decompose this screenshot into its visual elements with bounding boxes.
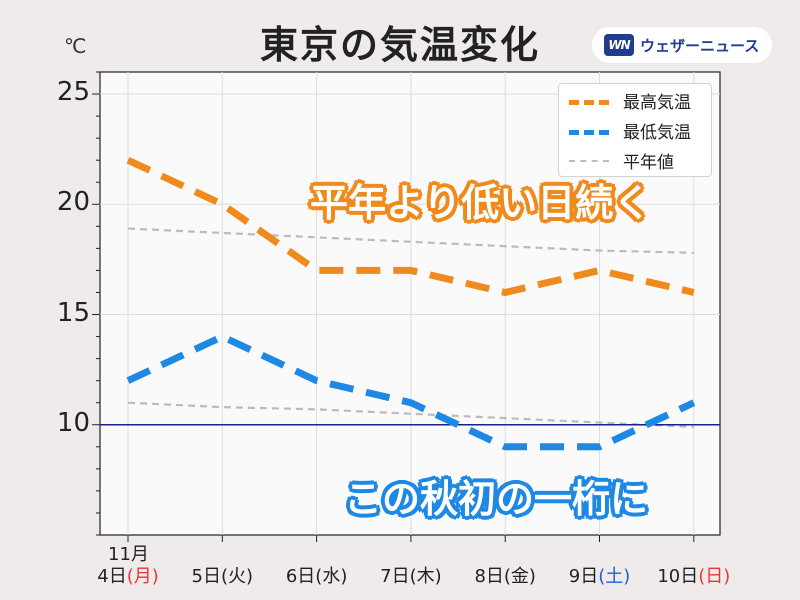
legend-label-high: 最高気温 [623, 92, 691, 113]
y-tick-label: 10 [56, 407, 90, 438]
x-tick-day: 10日 [657, 566, 699, 587]
x-tick-day: 5日 [191, 566, 221, 587]
y-tick-label: 15 [56, 297, 90, 328]
x-tick-day: 9日 [568, 566, 599, 587]
logo-text: ウェザーニュース [640, 36, 760, 55]
legend-swatch-high [569, 100, 609, 105]
x-month-label: 11月 [108, 544, 149, 565]
series-normal-high-line [127, 227, 694, 254]
y-axis-unit: ℃ [64, 34, 87, 58]
x-tick-label: 7日(木) [371, 562, 451, 588]
x-tick-day: 7日 [380, 566, 410, 587]
x-tick-day: 8日 [474, 566, 504, 587]
x-tick-weekday: (月) [126, 566, 159, 587]
x-tick-weekday: (水) [315, 566, 348, 587]
chart-title: 東京の気温変化 [259, 23, 540, 67]
x-tick-label: 5日(火) [182, 562, 262, 588]
legend-swatch-normal [569, 160, 609, 162]
x-tick-weekday: (火) [221, 566, 254, 587]
legend-label-low: 最低気温 [623, 122, 691, 143]
y-tick-label: 25 [56, 77, 90, 108]
series-normal-low-line [127, 401, 694, 429]
x-tick-label: 9日(土) [560, 562, 640, 588]
x-tick-day: 6日 [285, 566, 316, 587]
x-tick-weekday: (日) [698, 566, 731, 587]
x-tick-label: 10日(日) [654, 562, 734, 588]
legend-swatch-low [569, 130, 609, 135]
x-tick-day: 4日 [97, 566, 127, 587]
legend-item-normal: 平年値 [559, 146, 711, 174]
x-tick-label: 8日(金) [465, 562, 545, 588]
legend-item-low: 最低気温 [559, 116, 711, 144]
callout-single-digit: この秋初の一桁に [344, 477, 649, 521]
legend-label-normal: 平年値 [623, 152, 674, 173]
logo-mark: WN [604, 34, 634, 56]
x-tick-weekday: (金) [503, 566, 536, 587]
x-tick-weekday: (土) [598, 566, 631, 587]
x-tick-label: 6日(水) [277, 562, 357, 588]
legend: 最高気温 最低気温 平年値 [558, 83, 712, 177]
legend-item-high: 最高気温 [559, 86, 711, 114]
weathernews-logo: WN ウェザーニュース [592, 27, 772, 63]
callout-below-normal: 平年より低い日続く [310, 181, 652, 225]
x-tick-weekday: (木) [409, 566, 442, 587]
x-tick-label: 4日(月) [88, 562, 168, 588]
y-tick-label: 20 [56, 187, 90, 218]
